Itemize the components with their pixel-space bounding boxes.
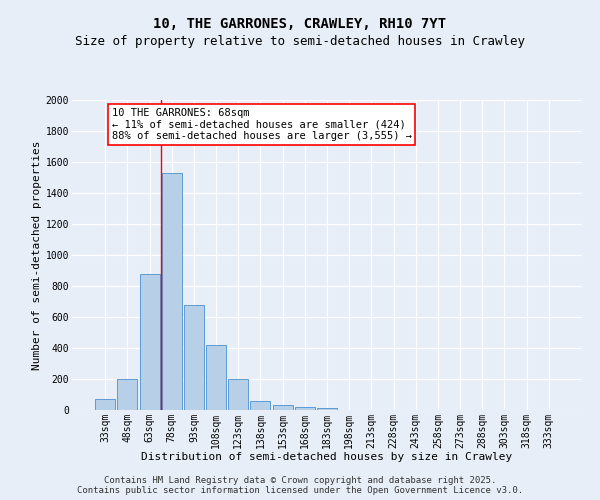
Bar — [140, 274, 160, 410]
Bar — [162, 173, 182, 410]
Text: 10 THE GARRONES: 68sqm
← 11% of semi-detached houses are smaller (424)
88% of se: 10 THE GARRONES: 68sqm ← 11% of semi-det… — [112, 108, 412, 141]
Bar — [228, 379, 248, 410]
Bar — [295, 407, 315, 410]
Text: Size of property relative to semi-detached houses in Crawley: Size of property relative to semi-detach… — [75, 35, 525, 48]
Text: 10, THE GARRONES, CRAWLEY, RH10 7YT: 10, THE GARRONES, CRAWLEY, RH10 7YT — [154, 18, 446, 32]
Text: Contains HM Land Registry data © Crown copyright and database right 2025.
Contai: Contains HM Land Registry data © Crown c… — [77, 476, 523, 495]
Bar — [206, 345, 226, 410]
Bar — [272, 406, 293, 410]
Bar — [250, 400, 271, 410]
Y-axis label: Number of semi-detached properties: Number of semi-detached properties — [32, 140, 41, 370]
Bar — [118, 379, 137, 410]
Bar — [184, 304, 204, 410]
Bar — [95, 399, 115, 410]
Bar — [317, 408, 337, 410]
X-axis label: Distribution of semi-detached houses by size in Crawley: Distribution of semi-detached houses by … — [142, 452, 512, 462]
